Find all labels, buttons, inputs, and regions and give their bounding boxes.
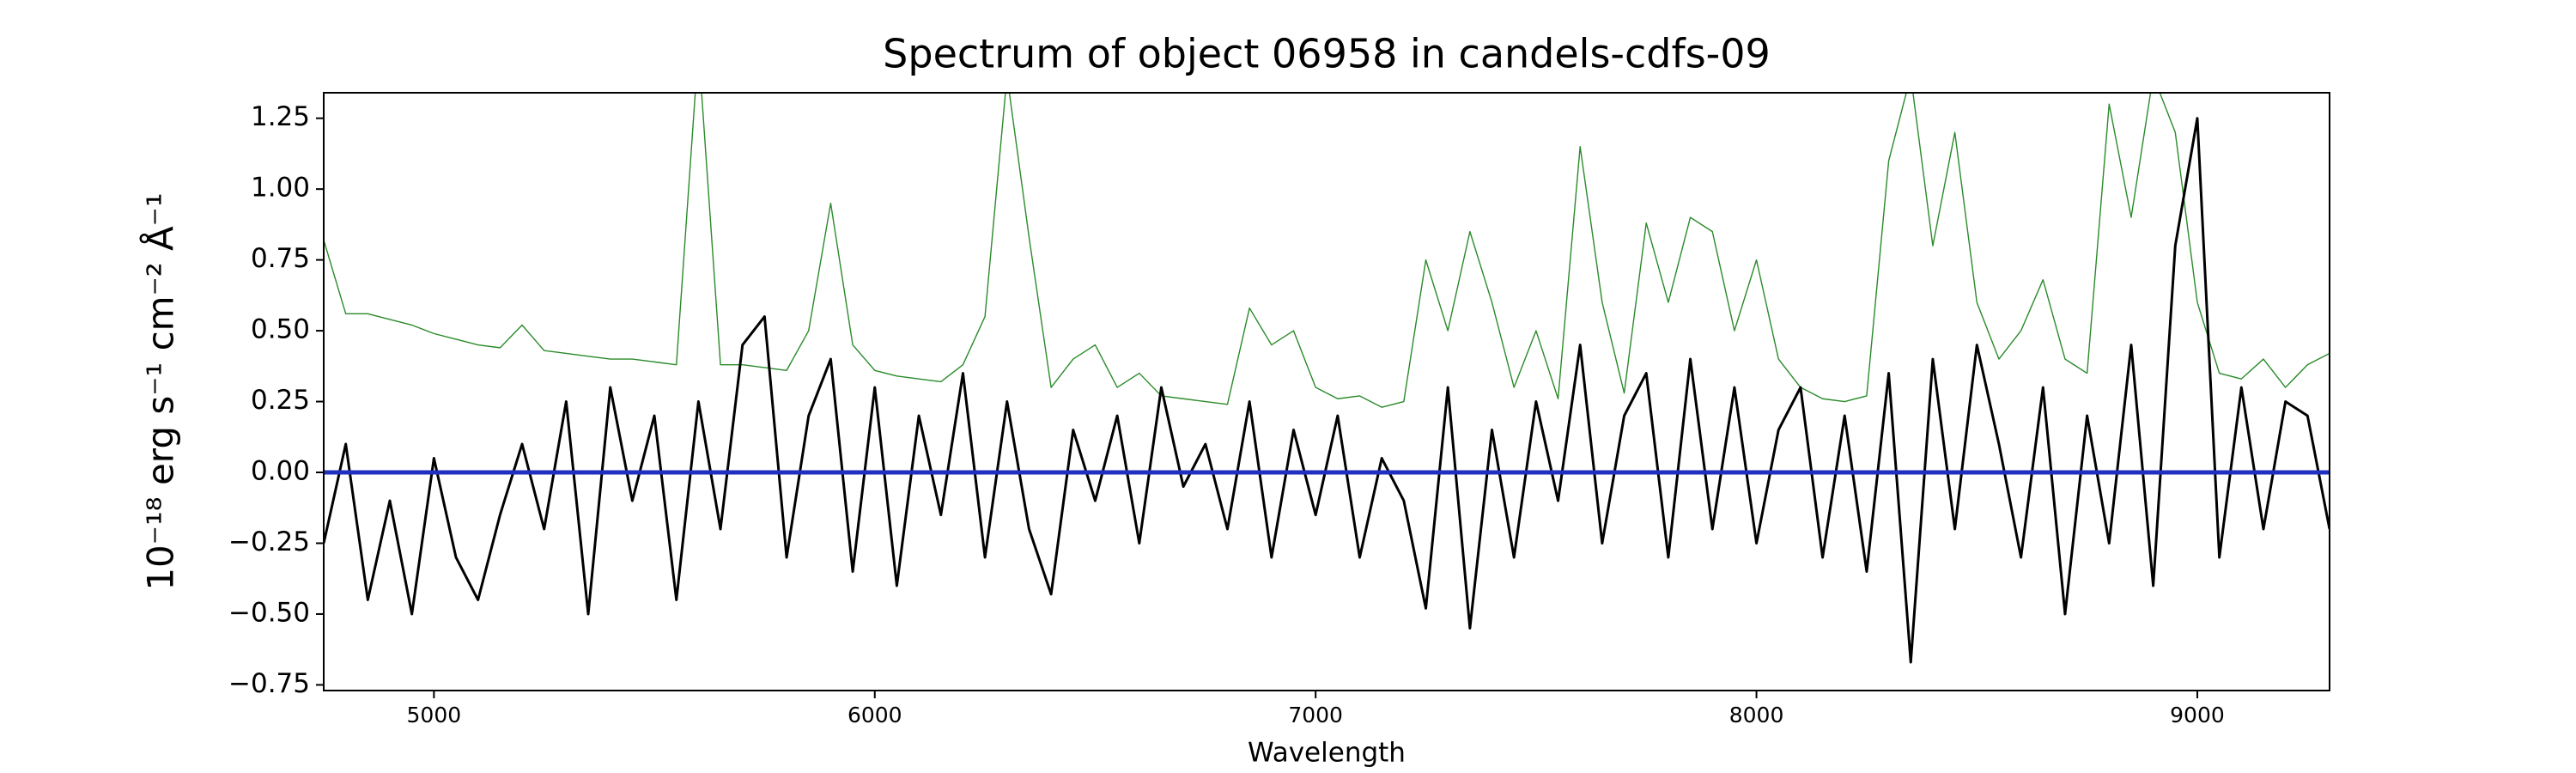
y-tick-label: 0.25	[251, 385, 310, 416]
x-tick-label: 7000	[1288, 703, 1343, 727]
x-axis-label: Wavelength	[1248, 738, 1406, 769]
y-tick-label: 0.00	[251, 456, 310, 487]
y-tick-label: −0.25	[228, 526, 310, 557]
y-tick-label: −0.50	[228, 597, 310, 628]
plot-frame	[323, 92, 2330, 691]
x-tick-label: 9000	[2170, 703, 2225, 727]
x-tick-label: 8000	[1729, 703, 1784, 727]
x-tick-label: 5000	[407, 703, 462, 727]
y-tick-label: 0.50	[251, 314, 310, 345]
x-tick-label: 6000	[848, 703, 902, 727]
plot-area	[324, 93, 2330, 664]
y-axis-label: 10⁻¹⁸ erg s⁻¹ cm⁻² Å⁻¹	[139, 192, 182, 590]
spectrum-line	[324, 93, 2330, 408]
y-tick-label: −0.75	[228, 668, 310, 699]
y-tick-label: 0.75	[251, 243, 310, 274]
y-tick-label: 1.25	[251, 101, 310, 132]
y-tick-label: 1.00	[251, 173, 310, 204]
chart-title: Spectrum of object 06958 in candels-cdfs…	[883, 31, 1771, 77]
spectrum-line	[324, 117, 2330, 664]
